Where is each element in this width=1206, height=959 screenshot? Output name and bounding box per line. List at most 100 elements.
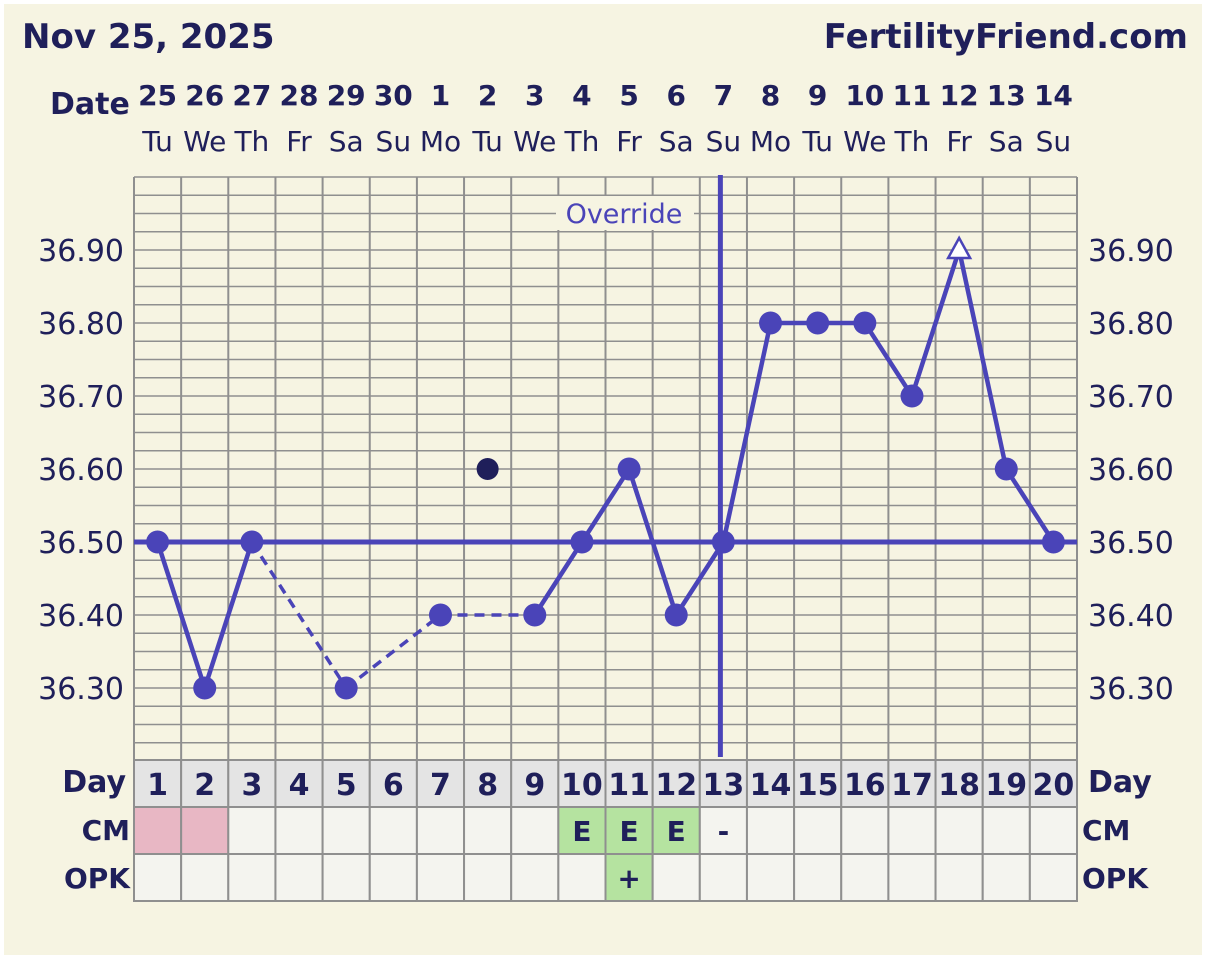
opk-value: + xyxy=(617,862,640,895)
day-number: 4 xyxy=(289,768,310,803)
day-number: 14 xyxy=(750,768,792,803)
day-number: 16 xyxy=(844,768,886,803)
series-line xyxy=(862,321,914,398)
date-label: 30 xyxy=(374,79,413,112)
cm-value: - xyxy=(718,815,730,848)
date-label: 9 xyxy=(808,79,827,112)
day-number: 6 xyxy=(383,768,404,803)
cm-cell xyxy=(698,806,748,855)
date-label: 27 xyxy=(232,79,271,112)
data-point xyxy=(428,603,452,627)
discarded-point xyxy=(476,458,499,480)
cm-cell xyxy=(510,806,560,855)
opk-row-label-left: OPK xyxy=(64,862,131,895)
date-label: 1 xyxy=(431,79,450,112)
day-cell xyxy=(415,759,466,808)
weekday-label: Th xyxy=(894,125,930,158)
data-point xyxy=(853,311,877,335)
day-cell xyxy=(368,759,418,808)
date-label: 28 xyxy=(280,79,319,112)
data-point xyxy=(711,530,735,554)
weekday-label: Fr xyxy=(946,125,972,158)
date-label: 2 xyxy=(478,79,497,112)
series-line xyxy=(721,322,773,543)
date-label: 14 xyxy=(1034,79,1073,112)
cm-cell xyxy=(463,806,513,855)
override-label-bg xyxy=(556,196,694,230)
weekday-label: Mo xyxy=(420,125,461,158)
cm-row-label-right: CM xyxy=(1082,814,1130,847)
cm-value: E xyxy=(667,815,686,848)
day-number: 17 xyxy=(891,768,933,803)
y-axis-ticks: 36.30 36.30 36.40 36.40 36.50 36.50 36.60 36.60… xyxy=(38,234,1174,707)
cm-cell xyxy=(651,806,701,855)
opk-cell xyxy=(510,853,560,902)
opk-cell xyxy=(745,853,796,902)
date-label: 25 xyxy=(138,79,177,112)
weekday-label: Sa xyxy=(329,125,364,158)
day-cell xyxy=(651,759,701,808)
cm-cell xyxy=(227,806,277,855)
date-label: 26 xyxy=(185,79,224,112)
date-label: 29 xyxy=(327,79,366,112)
y-tick-label-left: 36.80 xyxy=(38,307,124,342)
day-number: 15 xyxy=(797,768,839,803)
y-tick-label-left: 36.30 xyxy=(38,672,124,707)
cm-cell xyxy=(321,806,371,855)
opk-cell xyxy=(321,853,371,902)
y-tick-label-left: 36.70 xyxy=(38,380,124,415)
data-point xyxy=(523,603,547,627)
opk-cell xyxy=(133,853,183,902)
data-point xyxy=(994,457,1018,481)
data-point xyxy=(146,530,170,554)
y-tick-label-right: 36.60 xyxy=(1088,453,1174,488)
data-point xyxy=(570,530,594,554)
date-label: 5 xyxy=(619,79,638,112)
opk-cell xyxy=(1028,853,1078,902)
weekday-label: Su xyxy=(376,125,412,158)
day-cell xyxy=(887,759,937,808)
weekday-label: Su xyxy=(706,125,742,158)
weekday-label: Th xyxy=(563,125,599,158)
opk-cell xyxy=(934,853,984,902)
day-number: 1 xyxy=(147,768,168,803)
opk-cell xyxy=(887,853,937,902)
date-label: 4 xyxy=(572,79,591,112)
weekday-label: Su xyxy=(1036,125,1072,158)
chart-grid xyxy=(133,176,1078,760)
series-line xyxy=(909,249,962,397)
day-cell xyxy=(510,759,560,808)
day-cell xyxy=(133,759,183,808)
y-tick-label-right: 36.70 xyxy=(1088,380,1174,415)
weekday-label: We xyxy=(513,125,556,158)
opk-cell xyxy=(180,853,230,902)
opk-cell xyxy=(227,853,277,902)
opk-cell xyxy=(557,853,607,902)
cm-cell xyxy=(934,806,984,855)
data-point xyxy=(1041,530,1065,554)
day-cell xyxy=(1028,759,1078,808)
cm-cell xyxy=(415,806,466,855)
cm-cell xyxy=(981,806,1031,855)
cm-value: E xyxy=(620,815,639,848)
date-label: 10 xyxy=(845,79,884,112)
cm-cell xyxy=(180,806,230,855)
chart-date-title: Nov 25, 2025 xyxy=(22,17,275,57)
data-point xyxy=(334,676,358,700)
date-label: 8 xyxy=(761,79,780,112)
series-line xyxy=(956,249,1009,470)
day-number: 12 xyxy=(655,768,697,803)
opk-cell xyxy=(840,853,890,902)
opk-cell xyxy=(415,853,466,902)
weekday-label: Th xyxy=(233,125,269,158)
series-line xyxy=(580,467,631,544)
opk-cell xyxy=(698,853,748,902)
day-number: 18 xyxy=(938,768,980,803)
day-number: 2 xyxy=(194,768,215,803)
day-number: 5 xyxy=(336,768,357,803)
cm-cell xyxy=(133,806,183,855)
y-tick-label-left: 36.60 xyxy=(38,453,124,488)
